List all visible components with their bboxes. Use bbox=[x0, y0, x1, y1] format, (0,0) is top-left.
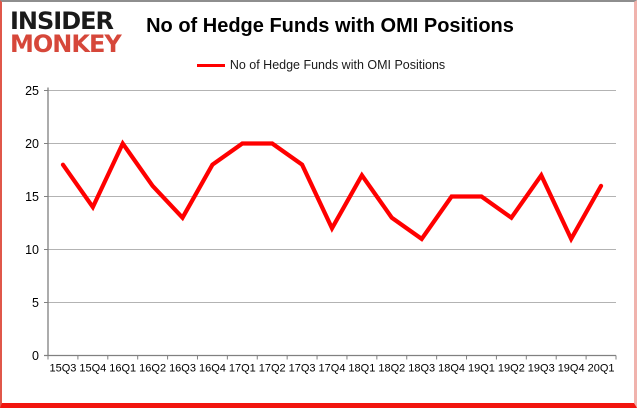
x-tick-label: 15Q4 bbox=[79, 363, 106, 375]
x-tick-label: 18Q4 bbox=[438, 363, 465, 375]
page-title: No of Hedge Funds with OMI Positions bbox=[146, 15, 514, 37]
x-tick-label: 19Q4 bbox=[558, 363, 585, 375]
legend-label: No of Hedge Funds with OMI Positions bbox=[229, 58, 446, 72]
x-tick-label: 18Q2 bbox=[378, 363, 405, 375]
chart-legend: No of Hedge Funds with OMI Positions bbox=[2, 58, 634, 72]
insider-monkey-logo: INSIDER MONKEY bbox=[10, 7, 122, 58]
x-tick-label: 17Q1 bbox=[229, 363, 256, 375]
x-tick-label: 18Q3 bbox=[408, 363, 435, 375]
x-tick-label: 16Q2 bbox=[139, 363, 166, 375]
x-tick-label: 18Q1 bbox=[348, 363, 375, 375]
x-tick-label: 16Q4 bbox=[199, 363, 226, 375]
x-tick-label: 17Q2 bbox=[259, 363, 286, 375]
y-tick-label: 10 bbox=[25, 243, 39, 257]
x-tick-label: 16Q1 bbox=[109, 363, 136, 375]
x-tick-label: 20Q1 bbox=[588, 363, 615, 375]
x-tick-label: 19Q1 bbox=[468, 363, 495, 375]
x-tick-label: 17Q4 bbox=[319, 363, 346, 375]
x-tick-label: 16Q3 bbox=[169, 363, 196, 375]
y-tick-label: 0 bbox=[32, 349, 39, 363]
x-tick-label: 17Q3 bbox=[289, 363, 316, 375]
y-tick-label: 15 bbox=[25, 190, 39, 204]
y-tick-label: 20 bbox=[25, 137, 39, 151]
y-tick-label: 25 bbox=[25, 84, 39, 98]
logo-line2: MONKEY bbox=[10, 30, 122, 58]
logo-line1: INSIDER bbox=[10, 7, 114, 35]
x-tick-label: 15Q3 bbox=[49, 363, 76, 375]
x-tick-label: 19Q3 bbox=[528, 363, 555, 375]
series-line bbox=[60, 139, 604, 244]
y-tick-label: 5 bbox=[32, 296, 39, 310]
x-tick-label: 19Q2 bbox=[498, 363, 525, 375]
legend-line-swatch bbox=[196, 63, 225, 67]
